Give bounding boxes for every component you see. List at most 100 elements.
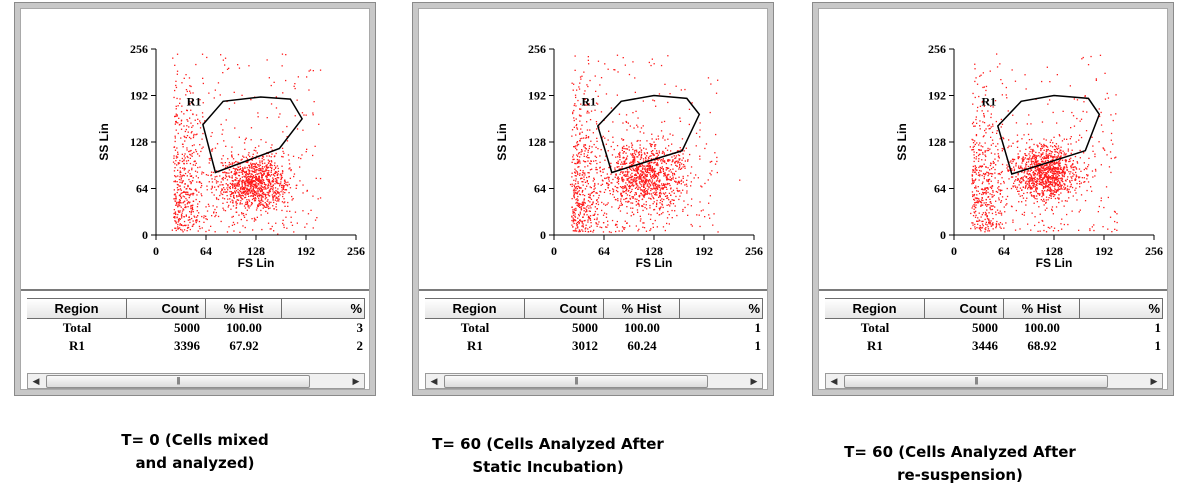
data-point (610, 145, 612, 148)
data-point (1044, 157, 1046, 159)
data-point (596, 162, 598, 165)
table-row[interactable]: Total 5000 100.00 1 (425, 319, 763, 337)
data-point (186, 227, 189, 229)
table-row[interactable]: R1 3396 67.92 2 (27, 337, 365, 355)
data-point (1036, 182, 1038, 185)
scroll-left-icon[interactable]: ◀ (430, 376, 438, 386)
scroll-left-icon[interactable]: ◀ (32, 376, 40, 386)
header-region[interactable]: Region (27, 299, 127, 318)
data-point (1043, 194, 1045, 196)
data-point (599, 161, 601, 163)
data-point (687, 160, 689, 162)
data-point (240, 171, 242, 173)
data-point (1049, 227, 1051, 229)
data-point (626, 129, 628, 131)
horizontal-scrollbar[interactable]: ◀ ||| ▶ (425, 373, 763, 389)
table-row[interactable]: R1 3012 60.24 1 (425, 337, 763, 355)
data-point (1020, 165, 1022, 167)
data-point (640, 155, 643, 157)
data-point (276, 179, 278, 181)
data-point (251, 189, 253, 191)
data-point (256, 177, 258, 179)
scrollbar-thumb[interactable]: ||| (444, 375, 708, 388)
data-point (191, 217, 193, 220)
data-point (176, 97, 178, 100)
data-point (1034, 164, 1036, 166)
data-point (262, 178, 264, 181)
data-point (1057, 164, 1060, 166)
data-point (226, 68, 229, 70)
data-point (239, 168, 241, 171)
data-point (603, 212, 606, 214)
data-point (210, 135, 212, 137)
data-point (189, 162, 192, 165)
data-point (578, 187, 581, 189)
data-point (987, 179, 990, 181)
data-point (174, 216, 176, 218)
data-point (659, 170, 662, 172)
data-point (579, 219, 581, 221)
data-point (1078, 229, 1080, 231)
data-point (587, 151, 589, 153)
data-point (183, 155, 185, 157)
data-point (663, 193, 666, 195)
table-row[interactable]: Total 5000 100.00 3 (27, 319, 365, 337)
data-point (1034, 185, 1036, 188)
scroll-right-icon[interactable]: ▶ (352, 376, 360, 386)
data-point (276, 180, 278, 182)
data-point (217, 198, 220, 201)
data-point (232, 200, 234, 202)
cell-percent-hist: 60.24 (627, 338, 657, 353)
data-point (571, 198, 573, 200)
data-point (193, 133, 195, 136)
data-point (975, 134, 978, 136)
data-point (1076, 199, 1078, 201)
data-point (266, 59, 268, 61)
data-point (283, 226, 285, 229)
data-point (655, 186, 657, 188)
data-point (1054, 182, 1057, 184)
data-point (999, 189, 1001, 191)
data-point (225, 191, 227, 193)
data-point (237, 188, 239, 191)
data-point (274, 199, 276, 201)
header-percent-hist[interactable]: % Hist (206, 299, 282, 318)
data-point (173, 189, 175, 191)
data-point (628, 149, 630, 151)
header-count[interactable]: Count (525, 299, 604, 318)
data-point (988, 124, 991, 126)
header-region[interactable]: Region (425, 299, 525, 318)
horizontal-scrollbar[interactable]: ◀ ||| ▶ (27, 373, 365, 389)
data-point (580, 177, 582, 179)
data-point (619, 210, 622, 212)
data-point (1037, 170, 1040, 172)
data-point (709, 195, 711, 197)
data-point (621, 195, 623, 198)
header-percent-hist[interactable]: % Hist (604, 299, 680, 318)
data-point (178, 211, 180, 213)
header-percent[interactable]: % (680, 299, 763, 318)
scrollbar-thumb[interactable]: ||| (46, 375, 310, 388)
data-point (582, 194, 584, 196)
panel-frame: 256 192 128 64 0 0 64 128 192 256 FS Lin SS Lin R1 R… (418, 8, 768, 390)
scroll-right-icon[interactable]: ▶ (750, 376, 758, 386)
data-point (1030, 123, 1032, 125)
data-point (190, 211, 192, 213)
data-point (1060, 152, 1063, 155)
header-percent[interactable]: % (282, 299, 365, 318)
data-point (628, 171, 630, 173)
data-point (672, 199, 675, 201)
data-point (273, 194, 275, 197)
header-count[interactable]: Count (127, 299, 206, 318)
data-point (1040, 149, 1042, 152)
data-point (171, 229, 173, 231)
data-point (252, 176, 254, 178)
data-point (985, 223, 987, 225)
data-point (651, 169, 653, 171)
data-point (256, 173, 258, 175)
data-point (271, 185, 273, 188)
data-point (1034, 156, 1036, 158)
data-point (177, 163, 180, 165)
data-point (995, 164, 997, 166)
